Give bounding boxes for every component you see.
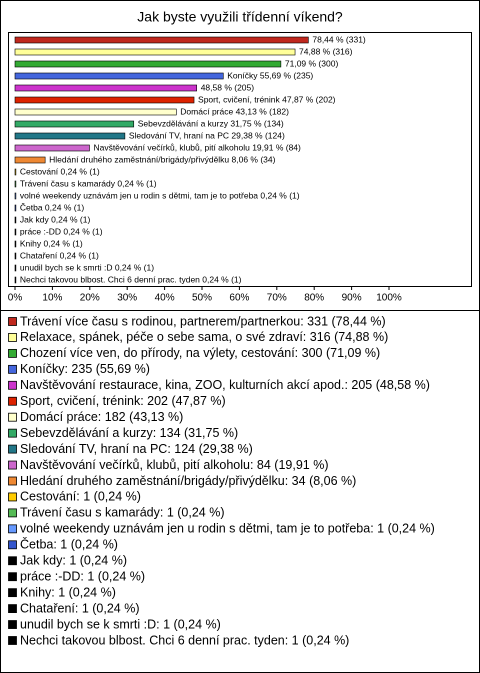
bar	[14, 72, 224, 80]
value-label: Trávení času s kamarády 0,24 % (1)	[20, 178, 157, 188]
legend-swatch	[8, 348, 17, 358]
legend-label: Sebevzdělávání a kurzy: 134 (31,75 %)	[20, 426, 238, 440]
value-label: Knihy 0,24 % (1)	[20, 238, 83, 248]
legend-swatch	[8, 364, 17, 374]
bar	[14, 180, 17, 188]
value-label: unudil bych se k smrti :D 0,24 % (1)	[20, 262, 154, 272]
legend-swatch	[8, 492, 17, 502]
bar	[14, 228, 17, 236]
legend-label: Hledání druhého zaměstnání/brigády/přivý…	[20, 474, 356, 488]
value-label: Četba 0,24 % (1)	[20, 202, 84, 212]
bar	[14, 48, 296, 56]
value-label: 48,58 % (205)	[201, 82, 255, 92]
value-label: Sebevzdělávání a kurzy 31,75 % (134)	[138, 118, 284, 128]
legend-swatch	[8, 508, 17, 518]
legend-label: Relaxace, spánek, péče o sebe sama, o sv…	[20, 330, 388, 344]
value-label: 71,09 % (300)	[285, 58, 339, 68]
legend-swatch	[8, 460, 17, 470]
bar	[14, 60, 282, 68]
value-label: Hledání druhého zaměstnání/brigády/přivý…	[49, 154, 275, 164]
value-label: 74,88 % (316)	[299, 46, 353, 56]
legend-swatch	[8, 636, 17, 645]
legend-label: Chataření: 1 (0,24 %)	[20, 601, 140, 615]
bar	[14, 264, 17, 272]
value-label: Jak kdy 0,24 % (1)	[20, 214, 91, 224]
bar	[14, 120, 135, 128]
legend-label: Sledování TV, hraní na PC: 124 (29,38 %)	[20, 442, 253, 456]
x-tick-label: 50%	[192, 293, 212, 304]
x-tick-label: 80%	[304, 293, 324, 304]
x-tick-label: 90%	[342, 293, 362, 304]
legend-label: Trávení času s kamarády: 1 (0,24 %)	[20, 506, 224, 520]
legend-swatch	[8, 380, 17, 390]
legend-label: práce :-DD: 1 (0,24 %)	[20, 569, 145, 583]
bar	[14, 240, 17, 248]
bar	[14, 96, 195, 104]
legend-label: Četba: 1 (0,24 %)	[20, 537, 118, 552]
legend-swatch	[8, 572, 17, 582]
x-tick-label: 40%	[155, 293, 175, 304]
value-label: práce :-DD 0,24 % (1)	[20, 226, 103, 236]
legend-swatch	[8, 317, 17, 326]
legend-swatch	[8, 540, 17, 550]
value-label: Koníčky 55,69 % (235)	[227, 70, 313, 80]
legend-label: Cestování: 1 (0,24 %)	[20, 490, 141, 504]
x-tick-label: 30%	[117, 293, 137, 304]
legend-swatch	[8, 412, 17, 422]
legend-swatch	[8, 604, 17, 613]
bar	[14, 252, 17, 260]
legend-swatch	[8, 588, 17, 598]
legend-swatch	[8, 620, 17, 629]
legend-label: Nechci takovou blbost. Chci 6 denní prac…	[20, 633, 349, 647]
legend-label: Navštěvování večírků, klubů, pití alkoho…	[20, 458, 329, 472]
legend-label: Knihy: 1 (0,24 %)	[20, 585, 116, 599]
legend-swatch	[8, 428, 17, 438]
value-label: Cestování 0,24 % (1)	[20, 166, 100, 176]
legend-swatch	[8, 444, 17, 454]
legend-label: volné weekendy uznávám jen u rodin s dět…	[20, 522, 435, 536]
bar	[14, 204, 17, 212]
x-tick-label: 60%	[229, 293, 249, 304]
x-tick-label: 10%	[42, 293, 62, 304]
bar	[14, 84, 197, 92]
value-label: Sledování TV, hraní na PC 29,38 % (124)	[129, 130, 285, 140]
value-label: Nechci takovou blbost. Chci 6 denní prac…	[20, 274, 242, 284]
legend-swatch	[8, 396, 17, 406]
value-label: 78,44 % (331)	[312, 34, 366, 44]
legend-label: Navštěvování restaurace, kina, ZOO, kult…	[20, 378, 430, 392]
value-label: Sport, cvičení, trénink 47,87 % (202)	[198, 94, 336, 104]
bar	[14, 168, 17, 176]
value-label: Domácí práce 43,13 % (182)	[180, 106, 289, 116]
x-tick-label: 70%	[267, 293, 287, 304]
x-tick-label: 0%	[8, 293, 23, 304]
legend-swatch	[8, 524, 17, 534]
legend-label: Chození více ven, do přírody, na výlety,…	[20, 346, 380, 360]
legend-label: Domácí práce: 182 (43,13 %)	[20, 410, 183, 424]
x-tick-label: 20%	[80, 293, 100, 304]
value-label: Navštěvování večírků, klubů, pití alkoho…	[93, 142, 301, 152]
bar	[14, 144, 90, 152]
legend-label: Jak kdy: 1 (0,24 %)	[20, 554, 127, 568]
bar	[14, 216, 17, 224]
bar	[14, 36, 309, 44]
x-tick-label: 100%	[376, 293, 402, 304]
legend-swatch	[8, 476, 17, 486]
legend-label: Koníčky: 235 (55,69 %)	[20, 362, 150, 376]
bar	[14, 192, 17, 200]
legend-swatch	[8, 556, 17, 566]
legend-label: Trávení více času s rodinou, partnerem/p…	[20, 314, 386, 328]
bar	[14, 132, 126, 140]
chart-title: Jak byste využili třídenní víkend?	[137, 9, 343, 25]
value-label: volné weekendy uznávám jen u rodin s dět…	[20, 190, 300, 200]
legend-swatch	[8, 333, 17, 342]
value-label: Chataření 0,24 % (1)	[20, 250, 99, 260]
legend-label: Sport, cvičení, trénink: 202 (47,87 %)	[20, 394, 226, 408]
bar	[14, 156, 46, 164]
legend-label: unudil bych se k smrti :D: 1 (0,24 %)	[20, 617, 221, 631]
bar	[14, 108, 177, 116]
bar	[14, 276, 17, 284]
